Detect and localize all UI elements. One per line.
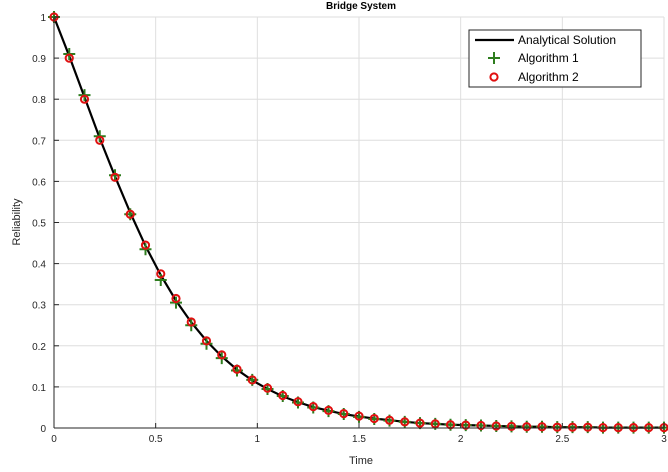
algorithm-2-point [400, 417, 410, 427]
algorithm-2-point [186, 317, 196, 327]
algorithm-2-point [506, 421, 517, 431]
algorithm-2-point [201, 336, 212, 346]
algorithm-2-point [491, 421, 501, 431]
algorithm-1-point [109, 169, 121, 182]
y-tick-label: 0.2 [32, 342, 46, 353]
algorithm-2-point [140, 240, 151, 250]
y-tick-label: 0.7 [32, 136, 46, 147]
legend-label-algorithm-1: Algorithm 1 [518, 51, 579, 65]
x-tick-label: 1 [255, 434, 261, 445]
x-tick-label: 2 [458, 434, 464, 445]
legend-algorithm-2-swatch [489, 72, 499, 82]
algorithm-2-point [415, 418, 425, 428]
algorithm-2-point [384, 415, 395, 425]
y-tick-label: 1 [40, 13, 46, 24]
algorithm-2-point [278, 390, 288, 401]
x-tick-label: 0 [51, 434, 57, 445]
y-tick-label: 0.5 [32, 219, 46, 230]
algorithm-2-point [64, 53, 74, 63]
x-tick-label: 0.5 [149, 434, 163, 445]
algorithm-1-point [154, 274, 167, 287]
algorithm-2-point [552, 422, 562, 432]
y-tick-label: 0 [40, 424, 46, 435]
y-tick-label: 0.3 [32, 301, 46, 312]
axes: 0 0.5 1 1.5 2 2.5 3 0 0.1 0.2 0.3 0.4 0.5 0.6 0.7 0.8 0.… [32, 13, 667, 445]
algorithm-2-point [217, 350, 227, 360]
x-tick-label: 3 [661, 434, 667, 445]
algorithm-2-point [567, 422, 578, 432]
algorithm-2-point [583, 422, 593, 432]
x-tick-label: 1.5 [352, 434, 366, 445]
algorithm-2-point [247, 375, 257, 385]
legend: Analytical Solution Algorithm 1 Algorithm … [468, 29, 642, 88]
legend-algorithm-1-swatch [488, 52, 500, 64]
algorithm-2-point [369, 413, 379, 424]
y-tick-label: 0.8 [32, 95, 46, 106]
algorithm-2-point [323, 405, 334, 415]
algorithm-2-point [537, 422, 547, 432]
y-tick-label: 0.4 [32, 260, 46, 271]
y-tick-label: 0.6 [32, 177, 46, 188]
algorithm-2-point [232, 364, 242, 374]
legend-label-algorithm-2: Algorithm 2 [518, 70, 579, 84]
algorithm-2-point [293, 397, 303, 407]
y-tick-label: 0.1 [32, 383, 46, 394]
algorithm-2-point [171, 293, 181, 304]
algorithm-2-point [262, 383, 273, 393]
algorithm-2-point [110, 172, 120, 182]
algorithm-2-point [354, 411, 364, 421]
algorithm-2-point [125, 209, 135, 219]
algorithm-2-point [79, 94, 90, 104]
x-tick-label: 2.5 [555, 434, 569, 445]
y-axis-title: Reliability [11, 198, 23, 246]
algorithm-2-point [461, 420, 471, 430]
algorithm-2-point [522, 422, 532, 432]
algorithm-2-point [308, 402, 318, 412]
algorithm-2-point [156, 269, 166, 279]
y-tick-label: 0.9 [32, 54, 46, 65]
chart-title: Bridge System [326, 1, 396, 12]
grid [54, 16, 665, 428]
algorithm-2-point [95, 135, 105, 145]
algorithm-2-point [476, 420, 486, 431]
algorithm-2-point [430, 419, 440, 429]
algorithm-2-point [339, 409, 349, 419]
legend-label-analytical: Analytical Solution [518, 33, 616, 47]
x-axis-title: Time [349, 455, 373, 467]
